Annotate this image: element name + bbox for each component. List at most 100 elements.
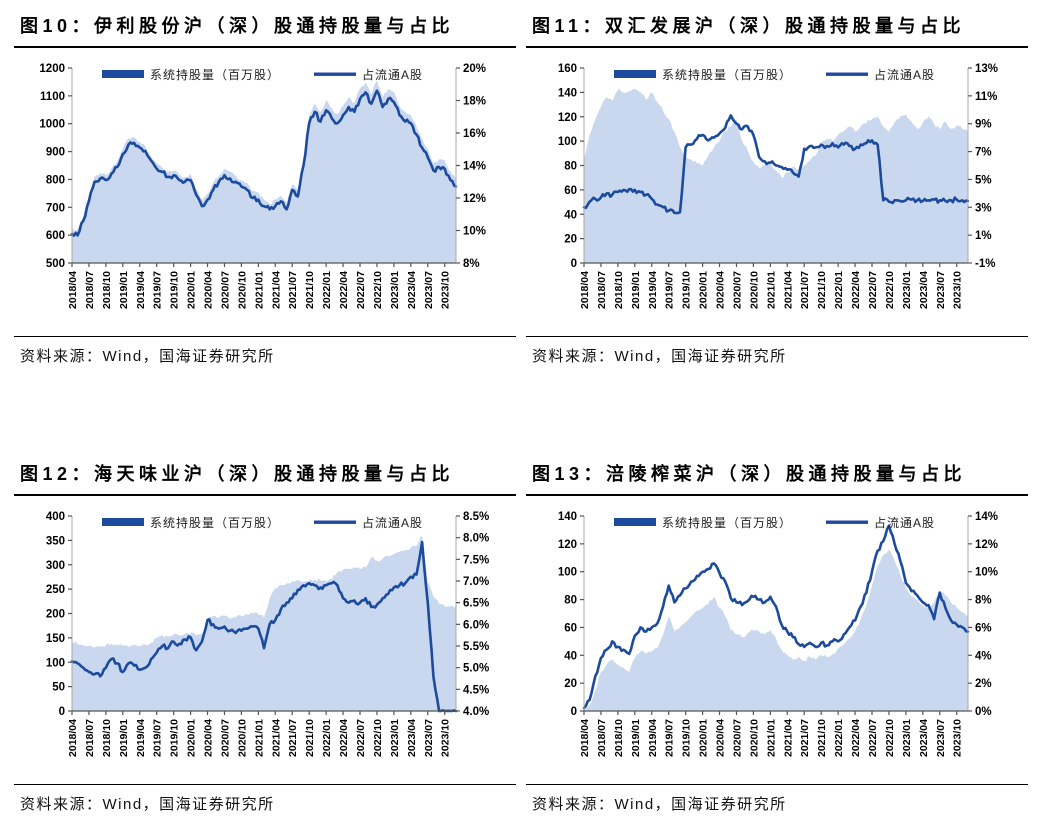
svg-text:2%: 2% <box>975 678 992 690</box>
svg-text:2021/10: 2021/10 <box>816 719 828 757</box>
figure-title: 图13：涪陵榨菜沪（深）股通持股量与占比 <box>526 458 1028 496</box>
svg-text:18%: 18% <box>463 96 486 108</box>
svg-text:2019/07: 2019/07 <box>664 271 676 309</box>
svg-text:250: 250 <box>46 584 65 596</box>
legend-holdings-swatch <box>102 70 144 78</box>
legend-ratio-swatch <box>826 72 868 76</box>
svg-text:2022/07: 2022/07 <box>355 719 367 757</box>
legend-holdings-label: 系统持股量（百万股） <box>662 515 792 530</box>
svg-text:40: 40 <box>564 209 577 221</box>
svg-text:300: 300 <box>46 560 65 572</box>
figure-source: 资料来源：Wind，国海证券研究所 <box>14 784 516 814</box>
legend-ratio-swatch <box>314 520 356 524</box>
svg-text:2019/10: 2019/10 <box>169 271 181 309</box>
figure-source: 资料来源：Wind，国海证券研究所 <box>14 336 516 366</box>
source-text: 资料来源：Wind，国海证券研究所 <box>532 796 787 813</box>
legend-ratio-swatch <box>314 72 356 76</box>
svg-text:2020/10: 2020/10 <box>748 719 760 757</box>
figure-panel-10: 图10：伊利股份沪（深）股通持股量与占比 500 600 700 800 900 1000… <box>14 10 520 366</box>
svg-text:2019/01: 2019/01 <box>118 271 130 309</box>
svg-text:2022/10: 2022/10 <box>372 719 384 757</box>
svg-text:60: 60 <box>564 622 577 634</box>
svg-text:2022/04: 2022/04 <box>850 271 862 309</box>
ratio-line-series <box>582 114 970 215</box>
svg-text:120: 120 <box>558 112 577 124</box>
holdings-area-series <box>584 88 968 263</box>
svg-text:2022/07: 2022/07 <box>355 271 367 309</box>
ratio-line-series <box>70 540 458 713</box>
svg-text:2021/04: 2021/04 <box>270 719 282 757</box>
svg-text:2021/10: 2021/10 <box>304 719 316 757</box>
svg-text:2019/07: 2019/07 <box>152 271 164 309</box>
svg-text:200: 200 <box>46 609 65 621</box>
svg-text:2020/10: 2020/10 <box>236 719 248 757</box>
svg-text:2021/07: 2021/07 <box>799 719 811 757</box>
svg-text:-1%: -1% <box>975 258 995 270</box>
legend-holdings-swatch <box>614 518 656 526</box>
svg-text:7.5%: 7.5% <box>463 554 489 566</box>
figure-chart-container: 0 20 40 60 80 100 120 140 160 -1% 1% 3% 5% 7% 9% 11% 13%… <box>526 58 1031 330</box>
svg-text:13%: 13% <box>975 63 998 75</box>
svg-text:2018/07: 2018/07 <box>596 719 608 757</box>
holdings-area-series <box>72 80 456 263</box>
svg-text:2022/10: 2022/10 <box>884 271 896 309</box>
legend-ratio-label: 占流通A股 <box>362 67 423 82</box>
svg-text:2018/10: 2018/10 <box>613 719 625 757</box>
svg-text:2019/07: 2019/07 <box>152 719 164 757</box>
x-axis: 2018/04 2018/07 2018/10 2019/01 2019/04 2019/… <box>67 262 456 309</box>
svg-text:4.5%: 4.5% <box>463 684 489 696</box>
svg-text:2018/10: 2018/10 <box>101 271 113 309</box>
svg-text:2023/04: 2023/04 <box>406 271 418 309</box>
svg-text:4.0%: 4.0% <box>463 706 489 718</box>
svg-text:10%: 10% <box>463 226 486 238</box>
chart-svg-3: 0 20 40 60 80 100 120 140 0% 2% 4% 6% 8% 10% 12% 14% 201… <box>558 511 998 757</box>
svg-text:2023/07: 2023/07 <box>935 271 947 309</box>
svg-text:2018/07: 2018/07 <box>596 271 608 309</box>
svg-text:2023/01: 2023/01 <box>901 719 913 757</box>
figure-source: 资料来源：Wind，国海证券研究所 <box>526 784 1028 814</box>
svg-text:100: 100 <box>46 657 65 669</box>
svg-text:400: 400 <box>46 511 65 523</box>
svg-text:2023/04: 2023/04 <box>918 271 930 309</box>
svg-text:2020/07: 2020/07 <box>731 271 743 309</box>
svg-text:8%: 8% <box>975 595 992 607</box>
svg-text:1200: 1200 <box>39 63 65 75</box>
right-axis: -1% 1% 3% 5% 7% 9% 11% 13% <box>967 63 998 270</box>
source-text: 资料来源：Wind，国海证券研究所 <box>20 348 275 365</box>
x-axis: 2018/04 2018/07 2018/10 2019/01 2019/04 2019/… <box>579 710 968 757</box>
svg-text:11%: 11% <box>975 91 997 103</box>
svg-text:6.5%: 6.5% <box>463 598 489 610</box>
figure-title: 图10：伊利股份沪（深）股通持股量与占比 <box>14 10 516 48</box>
svg-text:2021/01: 2021/01 <box>253 271 265 309</box>
svg-text:2019/10: 2019/10 <box>681 719 693 757</box>
svg-text:2021/01: 2021/01 <box>765 271 777 309</box>
svg-text:100: 100 <box>558 567 577 579</box>
svg-text:2018/07: 2018/07 <box>84 719 96 757</box>
legend-ratio-label: 占流通A股 <box>874 515 935 530</box>
svg-text:600: 600 <box>46 230 65 242</box>
svg-text:6.0%: 6.0% <box>463 619 489 631</box>
figure-title: 图11：双汇发展沪（深）股通持股量与占比 <box>526 10 1028 48</box>
svg-text:2019/10: 2019/10 <box>681 271 693 309</box>
svg-text:2023/10: 2023/10 <box>952 719 964 757</box>
svg-text:2020/07: 2020/07 <box>219 719 231 757</box>
svg-text:6%: 6% <box>975 622 992 634</box>
legend-holdings-label: 系统持股量（百万股） <box>150 515 280 530</box>
svg-text:7%: 7% <box>975 147 992 159</box>
chart-legend: 系统持股量（百万股） 占流通A股 <box>614 515 935 530</box>
svg-text:2020/04: 2020/04 <box>715 719 727 757</box>
svg-text:2021/07: 2021/07 <box>287 719 299 757</box>
svg-text:2020/04: 2020/04 <box>203 719 215 757</box>
svg-text:80: 80 <box>564 161 577 173</box>
ratio-line-series <box>70 89 458 237</box>
svg-text:2022/04: 2022/04 <box>338 271 350 309</box>
svg-text:9%: 9% <box>975 119 992 131</box>
svg-text:0: 0 <box>571 706 577 718</box>
ratio-line-series <box>582 524 970 710</box>
svg-text:2021/07: 2021/07 <box>287 271 299 309</box>
svg-text:2018/04: 2018/04 <box>67 271 79 309</box>
svg-text:7.0%: 7.0% <box>463 576 489 588</box>
svg-text:2023/01: 2023/01 <box>389 271 401 309</box>
svg-text:2022/04: 2022/04 <box>850 719 862 757</box>
